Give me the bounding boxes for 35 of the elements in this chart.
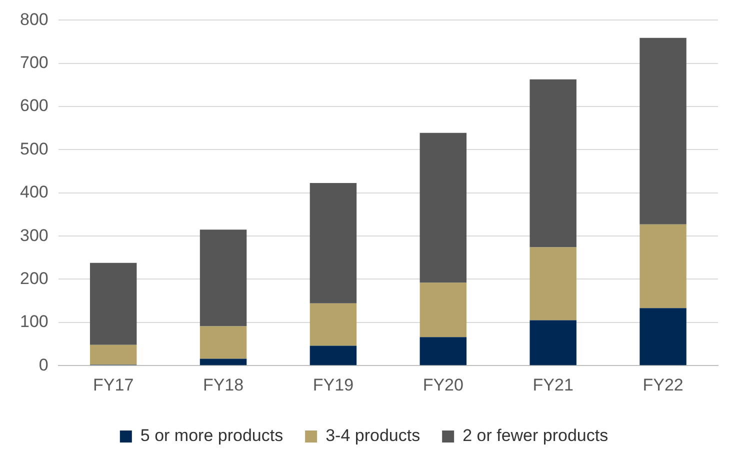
y-tick-label: 300 [20,226,48,245]
bar [90,262,137,345]
bar [310,182,357,304]
bar [640,38,686,224]
y-tick-label: 600 [20,96,48,116]
y-tick-label: 100 [20,312,48,332]
bar [420,337,467,366]
bar [420,132,467,283]
bar [640,224,686,308]
bar [310,303,357,346]
bar [530,247,576,320]
x-tick-label: FY21 [532,375,574,394]
y-tick-label: 500 [20,139,48,158]
y-tick-label: 400 [20,182,48,202]
y-tick-label: 800 [20,10,48,29]
y-tick-label: 0 [38,355,48,374]
bar [420,282,467,338]
legend-label: 2 or fewer products [462,426,608,446]
x-tick-label: FY20 [422,375,464,394]
legend-label: 3-4 products [326,426,420,446]
bar [530,79,576,248]
bar [90,344,137,365]
y-tick-label: 700 [20,53,48,72]
x-tick-label: FY18 [202,375,244,394]
x-tick-label: FY19 [312,375,354,394]
x-tick-label: FY22 [642,375,684,394]
bar [310,346,357,366]
bar [200,326,247,359]
bar [200,358,247,366]
x-tick-label: FY17 [93,375,134,394]
bar [530,320,576,366]
bar [640,308,686,366]
y-tick-label: 200 [20,268,48,288]
bar [200,230,247,326]
legend-label: 5 or more products [140,426,284,446]
